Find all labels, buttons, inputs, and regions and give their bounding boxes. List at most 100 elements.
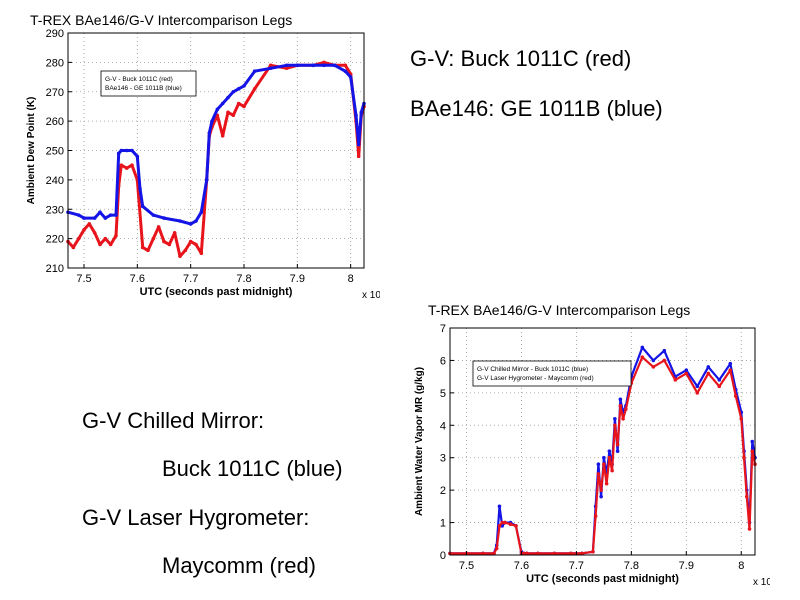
axes-frame <box>449 327 756 556</box>
data-point <box>613 417 617 421</box>
x-tick-label: 7.9 <box>679 560 694 572</box>
x-tick-label: 7.8 <box>624 560 639 572</box>
data-point <box>156 225 161 229</box>
data-point <box>215 107 220 112</box>
data-point <box>114 213 118 217</box>
data-point <box>525 551 529 556</box>
data-point <box>621 417 625 421</box>
data-point <box>494 546 499 551</box>
data-point <box>481 551 485 556</box>
y-tick-label: 6 <box>440 355 446 367</box>
data-point <box>706 365 711 369</box>
data-point <box>103 236 108 241</box>
x-tick-label: 7.5 <box>459 560 474 572</box>
y-axis-label: Ambient Water Vapor MR (g/kg) <box>414 367 425 516</box>
y-tick-label: 230 <box>46 204 64 216</box>
annotation-laser-hygrometer: G-V Laser Hygrometer: <box>82 505 310 530</box>
data-point <box>162 239 166 244</box>
data-point <box>618 404 623 408</box>
data-point <box>162 216 166 220</box>
data-point <box>295 63 300 68</box>
y-tick-label: 0 <box>440 550 446 562</box>
data-point <box>146 248 150 253</box>
y-tick-label: 270 <box>46 87 64 99</box>
data-point <box>607 455 612 460</box>
data-point <box>618 397 623 402</box>
legend-entry: G-V Laser Hygrometer - Maycomm (red) <box>477 375 594 382</box>
data-point <box>497 524 502 528</box>
data-point <box>183 248 188 253</box>
chart-title: T-REX BAe146/G-V Intercomparison Legs <box>30 12 292 28</box>
y-tick-label: 4 <box>440 420 446 432</box>
data-point <box>82 216 86 220</box>
legend-entry: G-V Chilled Mirror - Buck 1011C (blue) <box>477 366 588 373</box>
x-tick-label: 7.7 <box>183 273 198 285</box>
annotation-gv-buck: G-V: Buck 1011C (red) <box>410 46 632 71</box>
water-vapor-chart: T-REX BAe146/G-V Intercomparison Legs 7.5… <box>414 302 770 588</box>
data-point <box>268 63 273 68</box>
data-point <box>87 222 92 226</box>
data-point <box>108 242 113 247</box>
data-point <box>684 368 689 372</box>
y-tick-label: 290 <box>46 28 64 40</box>
data-point <box>580 551 584 556</box>
y-tick-label: 2 <box>440 485 446 497</box>
x-axis-label: UTC (seconds past midnight) <box>526 573 679 585</box>
dewpoint-chart: T-REX BAe146/G-V Intercomparison Legs 7.5… <box>26 12 380 300</box>
legend-entry: G-V - Buck 1011C (red) <box>105 76 173 83</box>
data-point <box>242 84 246 88</box>
data-point <box>130 163 134 167</box>
data-point <box>226 95 230 100</box>
annotation-maycomm-red: Maycomm (red) <box>162 553 317 578</box>
data-point <box>108 213 113 217</box>
data-point <box>492 551 496 556</box>
data-point <box>596 462 601 466</box>
data-point <box>210 119 214 123</box>
data-point <box>98 242 102 247</box>
y-axis-label: Ambient Dew Point (K) <box>26 97 37 205</box>
data-point <box>536 551 540 556</box>
x-axis-multiplier: x 10 <box>362 290 380 300</box>
data-point <box>503 520 507 525</box>
data-point <box>602 462 606 466</box>
data-point <box>739 417 744 421</box>
data-point <box>500 520 505 525</box>
data-point <box>552 551 557 556</box>
data-point <box>124 148 129 153</box>
data-point <box>71 245 76 250</box>
legend-box <box>472 360 632 387</box>
data-point <box>733 394 738 398</box>
x-tick-label: 7.9 <box>290 273 305 285</box>
data-point <box>204 178 209 182</box>
data-point <box>706 371 711 376</box>
x-tick-label: 7.6 <box>514 560 529 572</box>
y-tick-label: 7 <box>440 323 446 335</box>
data-point <box>119 163 124 167</box>
x-axis-multiplier: x 10 <box>753 577 770 588</box>
data-point <box>284 66 289 71</box>
y-tick-label: 3 <box>440 453 446 465</box>
x-tick-label: 7.8 <box>236 273 251 285</box>
data-point <box>695 384 700 389</box>
data-point <box>103 216 108 220</box>
y-tick-label: 250 <box>46 146 64 158</box>
data-point <box>662 348 667 353</box>
data-point <box>651 365 656 369</box>
data-point <box>640 355 645 359</box>
data-point <box>220 101 225 106</box>
data-point <box>602 455 606 460</box>
data-point <box>615 442 620 447</box>
data-point <box>607 449 612 454</box>
data-point <box>673 378 678 382</box>
data-point <box>178 219 182 223</box>
data-point <box>742 455 746 460</box>
data-point <box>591 549 595 554</box>
data-point <box>624 407 628 411</box>
data-point <box>615 449 620 454</box>
data-point <box>151 236 156 241</box>
data-point <box>114 233 118 238</box>
data-point <box>199 251 204 256</box>
y-tick-label: 5 <box>440 388 446 400</box>
data-point <box>332 63 337 68</box>
x-tick-label: 8 <box>348 273 354 285</box>
